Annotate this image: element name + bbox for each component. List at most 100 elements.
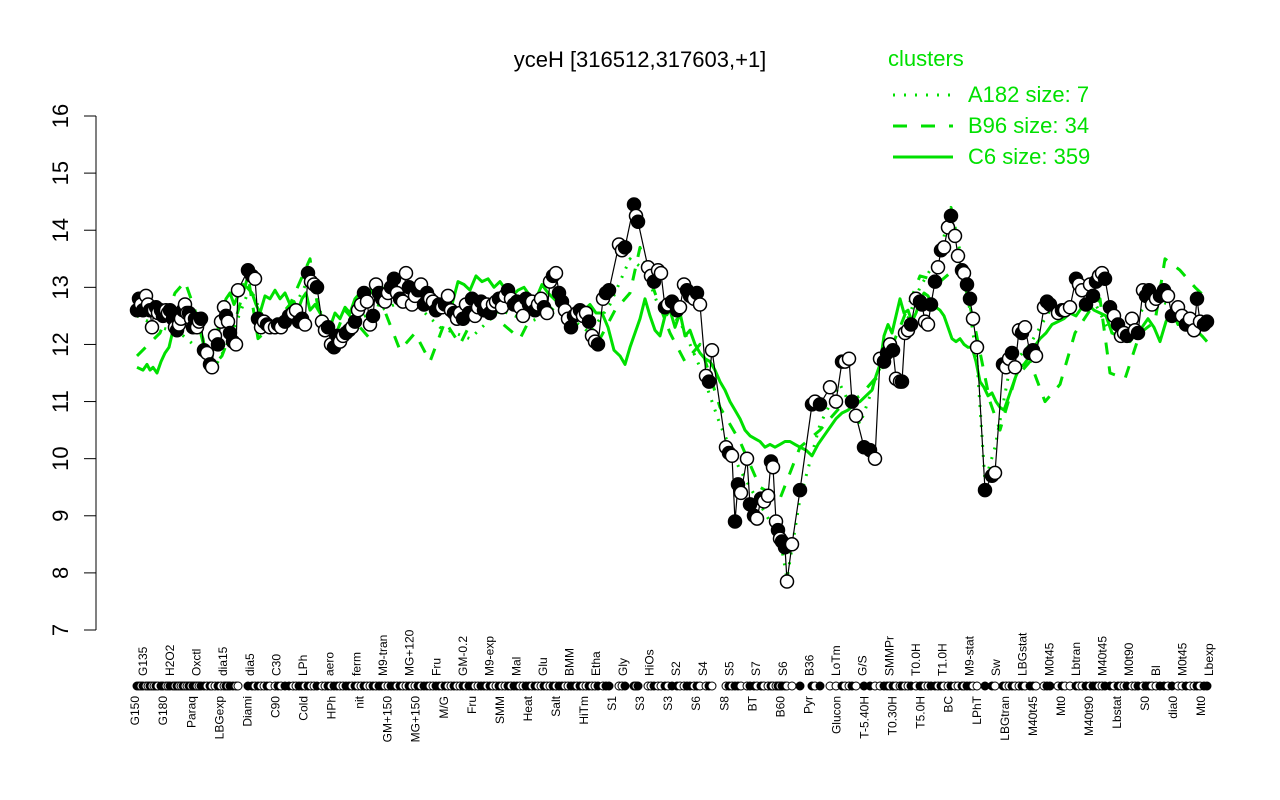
- data-point: [1004, 345, 1020, 361]
- legend: clusters A182 size: 7 B96 size: 34 C6 si…: [888, 46, 1090, 169]
- x-tick-label: S7: [749, 661, 763, 676]
- x-tick-label: S2: [669, 661, 683, 676]
- x-axis-marker: [620, 681, 630, 691]
- data-point: [812, 397, 828, 412]
- legend-entry-b96: B96 size: 34: [968, 113, 1089, 138]
- x-axis-marker: [1045, 681, 1055, 691]
- x-tick-label: S6: [776, 661, 790, 676]
- x-tick-label: M40t45: [1026, 696, 1040, 736]
- data-point: [894, 374, 910, 389]
- x-tick-label: dia0: [1166, 696, 1180, 719]
- y-tick-label: 12: [48, 332, 73, 356]
- data-point: [779, 574, 795, 589]
- x-axis-marker: [787, 681, 797, 691]
- data-point: [969, 340, 985, 355]
- x-tick-label: GM-0.2: [456, 636, 470, 676]
- x-tick-label: dia5: [243, 653, 257, 676]
- data-point: [630, 214, 646, 229]
- data-point: [765, 459, 781, 475]
- x-axis-marker: [972, 681, 982, 691]
- x-axis-marker: [633, 681, 643, 691]
- x-tick-label: S4: [696, 661, 710, 676]
- data-point: [885, 342, 901, 358]
- x-tick-label: S3: [633, 696, 647, 711]
- data-point: [733, 485, 749, 501]
- x-tick-label: T1.0H: [936, 643, 950, 676]
- x-tick-label: Mal: [509, 657, 523, 676]
- data-point: [210, 337, 226, 352]
- x-axis-marker: [851, 681, 861, 691]
- x-axis-marker: [990, 681, 1000, 691]
- data-point: [1062, 300, 1078, 315]
- x-tick-label: Gly: [616, 658, 630, 676]
- x-tick-label: C30: [269, 654, 283, 676]
- data-point: [1199, 314, 1215, 329]
- x-tick-label: Fru: [429, 658, 443, 676]
- x-tick-label: ferm: [349, 652, 363, 676]
- x-tick-label: Glucon: [829, 696, 843, 734]
- data-point: [1028, 348, 1044, 364]
- x-axis-marker: [1202, 681, 1212, 691]
- legend-entry-a182: A182 size: 7: [968, 82, 1089, 107]
- y-tick-label: 10: [48, 446, 73, 470]
- data-point: [936, 240, 952, 255]
- x-tick-label: S5: [722, 661, 736, 676]
- data-point: [965, 311, 981, 326]
- x-tick-label: B60: [773, 696, 787, 718]
- x-tick-label: T0.30H: [886, 696, 900, 735]
- data-point: [920, 317, 936, 332]
- data-point: [653, 265, 669, 281]
- data-point: [1085, 288, 1101, 304]
- data-point: [590, 337, 606, 352]
- x-tick-label: MG+150: [409, 696, 423, 743]
- x-axis-marker: [1031, 681, 1041, 691]
- x-tick-label: M0t45: [1176, 642, 1190, 676]
- y-axis: 7 8 9 10 11 12 13 14 15 16: [48, 104, 97, 636]
- y-tick-label: 14: [48, 218, 73, 242]
- data-point: [867, 451, 883, 466]
- x-tick-label: HiTm: [577, 696, 591, 725]
- data-point: [386, 271, 402, 287]
- data-point: [309, 280, 325, 295]
- x-tick-label: Paraq: [184, 696, 198, 728]
- x-tick-label: Oxctl: [189, 649, 203, 676]
- x-tick-label: LPh: [296, 655, 310, 676]
- x-tick-label: M40t90: [1082, 696, 1096, 736]
- x-tick-label: LBGstat: [1016, 632, 1030, 676]
- x-tick-label: dia15: [216, 646, 230, 676]
- data-point: [959, 277, 975, 292]
- x-tick-label: Lbstat: [1110, 695, 1124, 728]
- x-tick-label: M9-stat: [962, 635, 976, 676]
- data-point: [515, 308, 531, 324]
- x-tick-label: Diami: [240, 696, 254, 727]
- data-point: [943, 208, 959, 224]
- y-tick-label: 15: [48, 161, 73, 185]
- x-tick-label: BMM: [563, 648, 577, 676]
- x-tick-label: Lbexp: [1202, 643, 1216, 676]
- x-axis: G135 H2O2 Oxctl dia15 dia5 C30 LPh aero ferm M9-t…: [128, 629, 1216, 742]
- y-tick-label: 13: [48, 275, 73, 299]
- x-tick-label: LBGexp: [212, 696, 226, 740]
- data-point: [784, 537, 800, 552]
- x-tick-label: Lbtran: [1069, 642, 1083, 676]
- x-tick-label: M9-tran: [376, 635, 390, 676]
- x-tick-label: MG+120: [403, 629, 417, 676]
- x-tick-label: LoTm: [829, 645, 843, 676]
- x-tick-label: M40t45: [1096, 636, 1110, 676]
- legend-title: clusters: [888, 46, 964, 71]
- x-tick-label: Bl: [1149, 665, 1163, 676]
- x-tick-label: G180: [156, 696, 170, 726]
- data-point: [739, 451, 755, 466]
- x-tick-label: LPhT: [970, 695, 984, 724]
- y-tick-label: 11: [48, 390, 73, 413]
- x-tick-label: Mt0: [1054, 696, 1068, 716]
- x-tick-label: Glu: [536, 657, 550, 676]
- data-point: [749, 511, 765, 526]
- y-tick-label: 9: [48, 510, 73, 522]
- x-axis-marker: [604, 681, 614, 691]
- x-tick-label: G150: [128, 696, 142, 726]
- data-point: [923, 297, 939, 312]
- data-point: [930, 260, 946, 275]
